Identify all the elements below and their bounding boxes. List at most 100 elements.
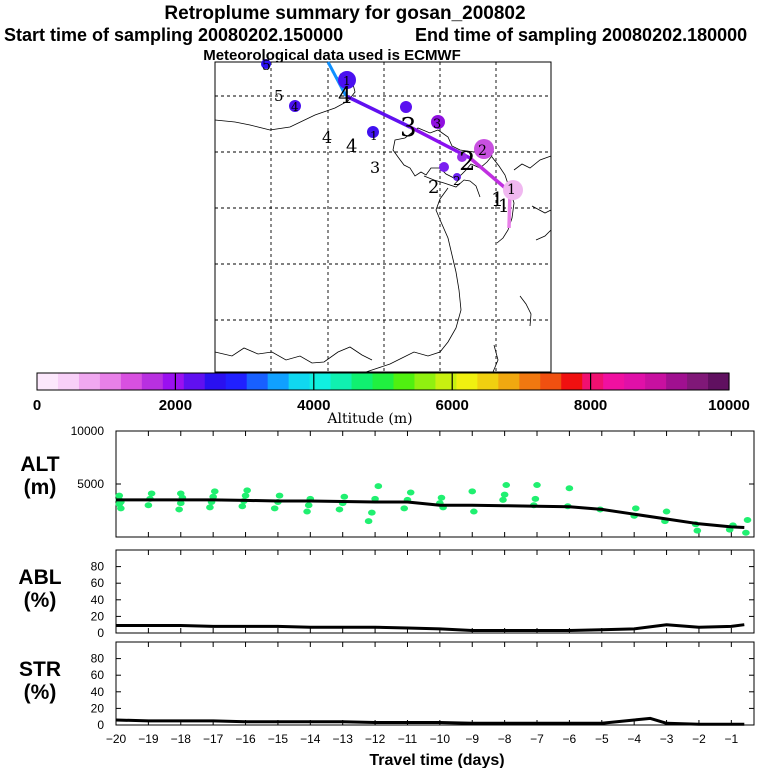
y-tick-label: 5000 (77, 477, 104, 491)
trajectory-label: 4 (338, 84, 352, 109)
x-tick-label: −1 (724, 732, 738, 746)
x-tick-label: −4 (627, 732, 641, 746)
scatter-point (210, 488, 219, 495)
y-tick-label: 0 (97, 718, 104, 732)
colorbar-tick-label: 10000 (708, 397, 750, 414)
cluster-circle (261, 59, 271, 69)
trajectory-segment (326, 61, 348, 97)
colorbar-swatch (204, 373, 227, 390)
x-tick-label: −11 (398, 732, 418, 746)
cluster-circle (453, 173, 461, 181)
cluster-markers (261, 59, 523, 200)
colorbar-swatch (519, 373, 541, 390)
colorbar-swatch (561, 373, 583, 390)
scatter-point (303, 508, 311, 515)
cluster-circle (367, 126, 379, 138)
scatter-point (502, 482, 511, 489)
x-tick-label: −18 (171, 732, 192, 746)
colorbar-swatch (162, 373, 185, 390)
scatter-point (565, 485, 574, 492)
y-tick-label: 20 (91, 609, 105, 623)
panel-frame (115, 430, 755, 538)
cluster-circle (474, 139, 494, 159)
colorbar-swatch (225, 373, 248, 390)
scatter-point (243, 487, 251, 494)
trajectory-label: 4 (346, 136, 357, 157)
start-time-label: Start time of sampling 20080202.150000 (4, 25, 343, 45)
scatter-point (175, 506, 183, 513)
scatter-point (147, 490, 156, 497)
colorbar-swatch (372, 373, 395, 390)
scatter-point (437, 494, 446, 501)
scatter-point (176, 500, 185, 507)
x-tick-label: −15 (268, 732, 289, 746)
colorbar-swatch (57, 373, 80, 390)
colorbar-swatch (351, 373, 374, 390)
colorbar-swatch (582, 373, 604, 390)
cluster-label: 1 (507, 182, 516, 198)
x-tick-label: −20 (106, 732, 127, 746)
cluster-circle (289, 100, 301, 112)
x-tick-label: −3 (660, 732, 674, 746)
colorbar-swatch (498, 373, 520, 390)
trajectory-label: 5 (262, 58, 271, 74)
x-tick-label: −10 (430, 732, 451, 746)
series-line (115, 716, 745, 726)
scatter-point (693, 527, 702, 534)
panel-unit: (m) (24, 476, 57, 499)
cluster-label: 2 (428, 177, 439, 198)
scatter-point (117, 505, 125, 512)
trajectory-label: 1 (491, 187, 504, 211)
cluster-circle (431, 115, 445, 129)
scatter-point (533, 482, 541, 489)
x-tick-label: −6 (563, 732, 577, 746)
scatter-point (662, 508, 671, 515)
scatter-point (470, 508, 478, 515)
colorbar-swatch (624, 373, 646, 390)
panel-frame (115, 641, 755, 726)
figure-title: Retroplume summary for gosan_200802 (164, 3, 525, 24)
scatter-point (371, 495, 379, 502)
scatter-point (468, 488, 477, 495)
scatter-point (209, 493, 217, 500)
panel-label: STR (19, 658, 61, 681)
scatter-point (115, 492, 124, 499)
scatter-point (241, 492, 250, 499)
coastlines (214, 71, 552, 373)
y-tick-label: 40 (91, 593, 105, 607)
colorbar-swatch (456, 373, 478, 390)
panel-unit: (%) (24, 589, 57, 612)
colorbar-swatch (99, 373, 122, 390)
cluster-label: 3 (433, 117, 441, 132)
cluster-label: 2 (453, 174, 461, 188)
x-tick-label: −17 (203, 732, 224, 746)
scatter-point (275, 492, 284, 499)
colorbar-swatch (309, 373, 332, 390)
colorbar-title: Altitude (m) (326, 411, 412, 427)
trajectory-label: 1 (498, 196, 509, 217)
colorbar-swatch (603, 373, 625, 390)
y-tick-label: 0 (97, 626, 104, 640)
scatter-point (742, 529, 750, 536)
y-tick-label: 10000 (71, 424, 105, 438)
y-tick-label: 60 (91, 576, 105, 590)
x-tick-label: −13 (333, 732, 354, 746)
x-tick-label: −19 (138, 732, 159, 746)
scatter-point (631, 505, 640, 512)
altitude-colorbar: 0 2000 4000 6000 8000 10000 Altitude (m) (33, 372, 750, 427)
series-line (116, 623, 745, 632)
scatter-point (531, 495, 540, 502)
trajectory-segment (468, 156, 512, 194)
cluster-label: 2 (478, 143, 487, 159)
y-tick-label: 40 (91, 685, 105, 699)
colorbar-swatch (183, 373, 206, 390)
colorbar-swatch (666, 373, 688, 390)
scatter-point (406, 489, 415, 496)
time-series-panels: ALT(m) 500010000ABL(%)020406080STR(%)0204… (18, 424, 755, 768)
panel-frame (115, 549, 755, 634)
scatter-point (364, 518, 373, 525)
colorbar-swatch (645, 373, 667, 390)
cluster-label: 3 (370, 158, 380, 177)
